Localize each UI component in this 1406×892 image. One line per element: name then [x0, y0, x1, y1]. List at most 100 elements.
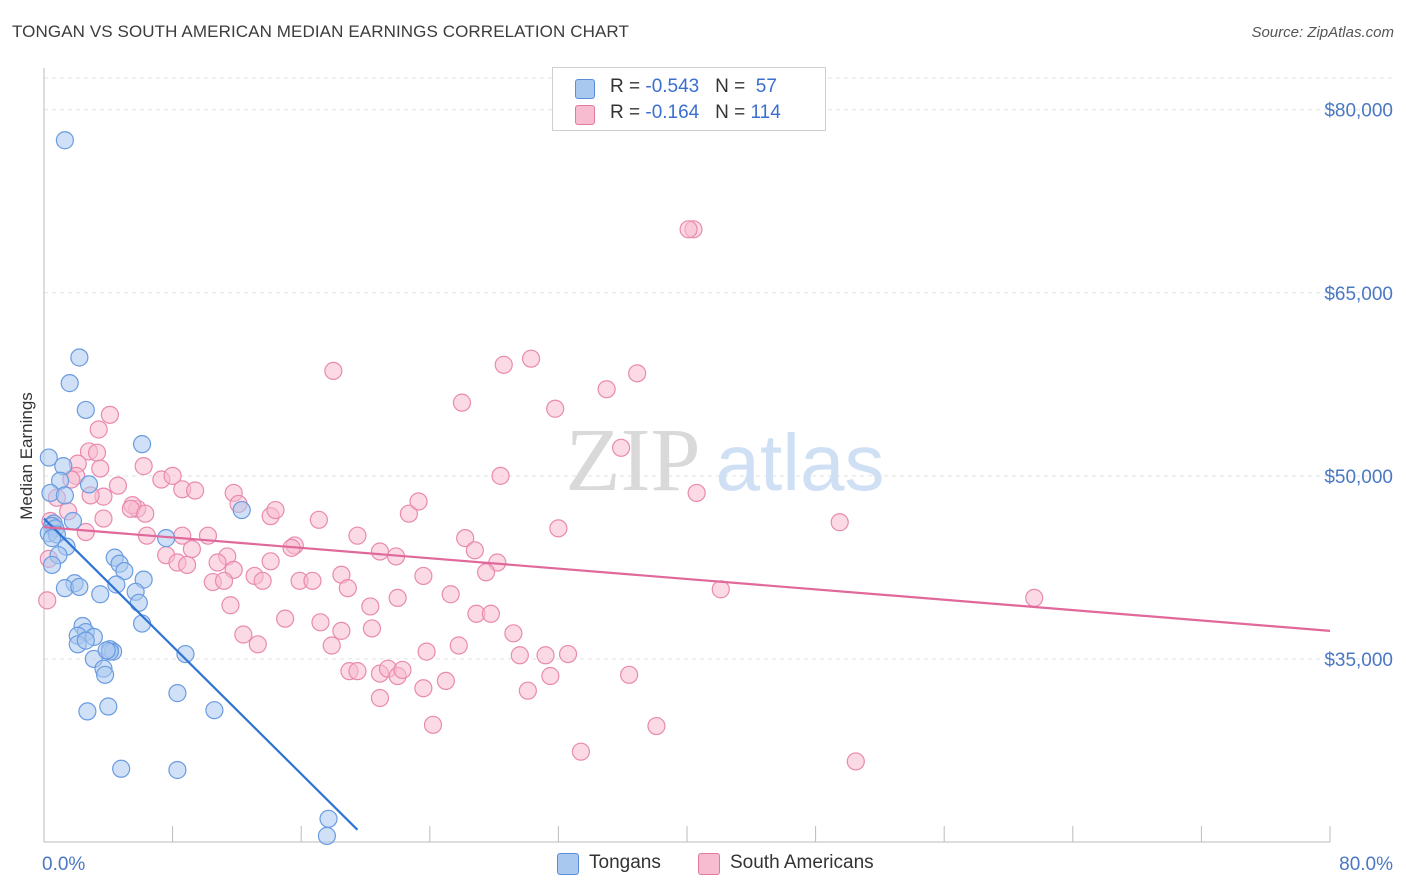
- data-point: [44, 556, 61, 573]
- data-point: [113, 760, 130, 777]
- legend-swatch-tongans: [557, 853, 579, 875]
- data-point: [169, 761, 186, 778]
- legend-label-south-americans: South Americans: [730, 852, 874, 874]
- data-point: [415, 567, 432, 584]
- data-point: [547, 400, 564, 417]
- y-tick-label: $50,000: [1324, 467, 1393, 488]
- data-point: [56, 132, 73, 149]
- data-point: [101, 406, 118, 423]
- y-tick-label: $65,000: [1324, 284, 1393, 305]
- data-point: [55, 458, 72, 475]
- x-tick-label-max: 80.0%: [1339, 854, 1393, 875]
- data-point: [64, 513, 81, 530]
- data-point: [262, 553, 279, 570]
- data-point: [425, 716, 442, 733]
- data-point: [216, 572, 233, 589]
- data-point: [206, 702, 223, 719]
- data-point: [572, 743, 589, 760]
- data-point: [437, 672, 454, 689]
- legend-swatch-tongans: [575, 79, 595, 99]
- data-point: [560, 646, 577, 663]
- data-point: [542, 668, 559, 685]
- data-point: [97, 666, 114, 683]
- data-point: [56, 487, 73, 504]
- legend-n-value: 57: [756, 76, 777, 97]
- data-point: [233, 502, 250, 519]
- legend-label-tongans: Tongans: [589, 852, 661, 874]
- data-point: [267, 502, 284, 519]
- data-point: [109, 477, 126, 494]
- data-point: [310, 511, 327, 528]
- data-point: [312, 614, 329, 631]
- data-point: [505, 625, 522, 642]
- data-point: [442, 586, 459, 603]
- data-point: [137, 505, 154, 522]
- data-point: [621, 666, 638, 683]
- data-point: [450, 637, 467, 654]
- data-point: [77, 632, 94, 649]
- data-point: [183, 541, 200, 558]
- data-point: [363, 620, 380, 637]
- data-point: [209, 554, 226, 571]
- data-point: [680, 221, 697, 238]
- data-point: [371, 689, 388, 706]
- data-point: [1026, 589, 1043, 606]
- data-point: [410, 493, 427, 510]
- data-point: [325, 362, 342, 379]
- y-tick-labels: $35,000 $50,000 $65,000 $80,000: [1324, 101, 1393, 671]
- data-point: [688, 484, 705, 501]
- data-point: [492, 467, 509, 484]
- data-point: [235, 626, 252, 643]
- data-point: [323, 637, 340, 654]
- data-point: [847, 753, 864, 770]
- data-point: [519, 682, 536, 699]
- y-axis-title: Median Earnings: [17, 392, 36, 520]
- data-point: [453, 394, 470, 411]
- data-point: [389, 589, 406, 606]
- legend-swatch-south-americans: [575, 105, 595, 125]
- legend-n-label: N =: [715, 102, 750, 123]
- data-point: [629, 365, 646, 382]
- data-point: [466, 542, 483, 559]
- data-point: [98, 642, 115, 659]
- correlation-legend: R = -0.543 N = 57 R = -0.164 N = 114: [552, 67, 826, 131]
- legend-r-label: R =: [610, 76, 645, 97]
- data-point: [304, 572, 321, 589]
- data-point: [831, 514, 848, 531]
- legend-r-value: -0.543: [645, 76, 699, 97]
- data-point: [71, 349, 88, 366]
- legend-n-label: N =: [715, 76, 750, 97]
- watermark-zip: ZIP: [566, 411, 701, 510]
- data-point: [371, 543, 388, 560]
- data-point: [71, 578, 88, 595]
- data-point: [598, 381, 615, 398]
- data-point: [89, 444, 106, 461]
- data-point: [277, 610, 294, 627]
- data-point: [187, 482, 204, 499]
- trend-line-tongans: [44, 519, 357, 830]
- data-point: [61, 375, 78, 392]
- data-point: [613, 439, 630, 456]
- data-point: [135, 458, 152, 475]
- data-point: [179, 556, 196, 573]
- x-tick-label-min: 0.0%: [42, 854, 85, 875]
- data-point: [523, 350, 540, 367]
- data-point: [415, 680, 432, 697]
- data-point: [81, 476, 98, 493]
- data-point: [537, 647, 554, 664]
- data-point: [478, 564, 495, 581]
- data-point: [92, 460, 109, 477]
- data-point: [92, 586, 109, 603]
- data-point: [134, 615, 151, 632]
- data-point: [100, 698, 117, 715]
- south-americans-points: [39, 221, 1043, 770]
- trend-line-south-americans: [44, 527, 1330, 631]
- data-point: [39, 592, 56, 609]
- data-point: [648, 718, 665, 735]
- legend-swatch-south-americans: [698, 853, 720, 875]
- data-point: [90, 421, 107, 438]
- data-point: [222, 597, 239, 614]
- y-tick-label: $80,000: [1324, 101, 1393, 122]
- legend-r-value: -0.164: [645, 102, 699, 123]
- data-point: [318, 827, 335, 844]
